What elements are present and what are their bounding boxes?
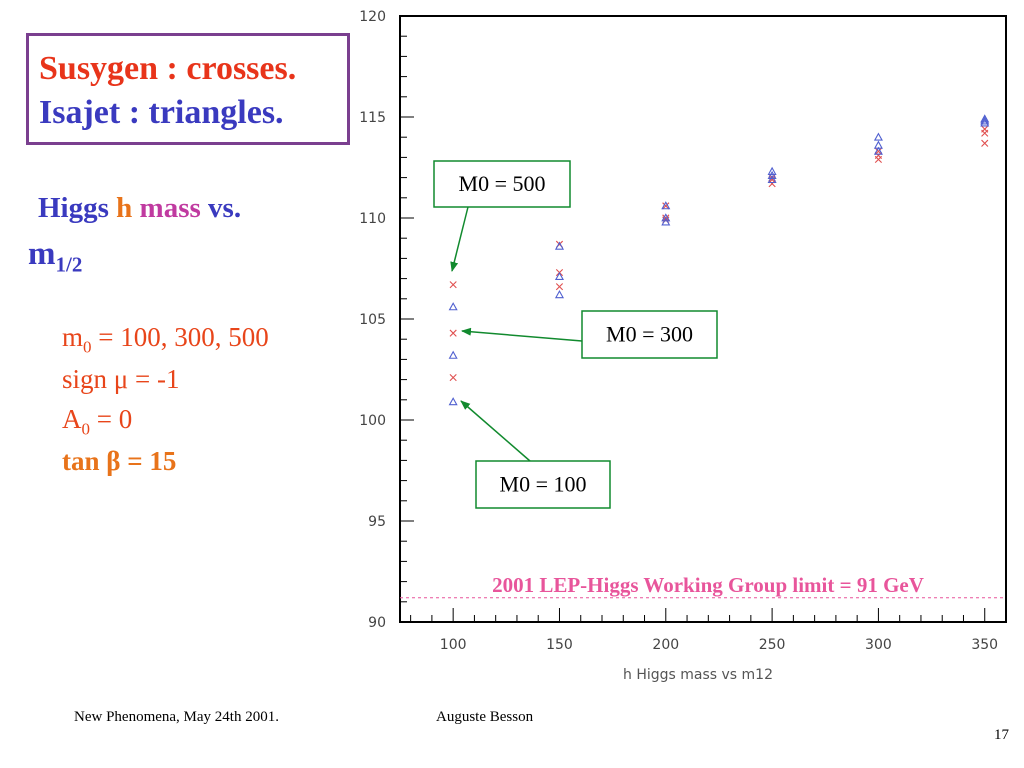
isajet-series xyxy=(448,114,990,406)
x-tick-label: 200 xyxy=(652,637,679,653)
x-tick-label: 350 xyxy=(971,637,998,653)
heading-mass: mass xyxy=(139,192,201,224)
callout-m0-500-label: M0 = 500 xyxy=(459,171,546,196)
isajet-triangle-point xyxy=(448,350,458,359)
x-tick-label: 250 xyxy=(759,637,786,653)
callout-m0-100-box xyxy=(475,460,611,509)
callout-m0-500-box xyxy=(433,160,571,208)
footer-author: Auguste Besson xyxy=(436,709,534,725)
isajet-triangle-point xyxy=(767,166,777,175)
susygen-cross-point xyxy=(981,129,989,137)
isajet-triangle-point xyxy=(980,118,990,127)
callout-m0-100-arrow xyxy=(460,400,531,462)
x-tick-label: 300 xyxy=(865,637,892,653)
callout-m0-500: M0 = 500 xyxy=(433,160,571,272)
x-axis-label: h Higgs mass vs m12 xyxy=(623,667,773,683)
susygen-cross-point xyxy=(449,281,457,289)
isajet-triangle-point xyxy=(767,170,777,180)
susygen-cross-point xyxy=(768,180,776,188)
legend-triangles-label: Isajet : triangles. xyxy=(39,94,284,131)
isajet-triangle-point xyxy=(554,290,565,299)
isajet-triangle-point xyxy=(767,174,777,184)
heading-m-sub: 1/2 xyxy=(55,252,83,277)
isajet-triangle-point xyxy=(554,241,565,250)
param-m0-value: = 100, 300, 500 xyxy=(91,322,269,352)
legend-crosses-label: Susygen : crosses. xyxy=(39,50,297,87)
isajet-triangle-point xyxy=(980,116,990,125)
callout-m0-100: M0 = 100 xyxy=(460,400,611,509)
heading-m: m xyxy=(28,236,56,272)
page-number: 17 xyxy=(994,727,1009,743)
legend-box: Susygen : crosses. Isajet : triangles. xyxy=(26,33,350,145)
heading-m12: m1/2 xyxy=(28,236,82,278)
susygen-cross-point xyxy=(981,139,989,147)
isajet-triangle-point xyxy=(873,132,883,141)
callout-m0-300-label: M0 = 300 xyxy=(606,322,693,347)
y-tick-label: 120 xyxy=(359,9,386,25)
footer-event: New Phenomena, May 24th 2001. xyxy=(74,709,279,725)
susygen-cross-point xyxy=(555,283,564,291)
callout-m0-300: M0 = 300 xyxy=(461,310,718,359)
param-m0-sub: 0 xyxy=(83,337,92,357)
y-tick-label: 115 xyxy=(359,110,386,126)
callout-m0-300-box xyxy=(581,310,718,359)
y-tick-label: 95 xyxy=(368,514,386,530)
param-a0-sub: 0 xyxy=(81,419,91,439)
isajet-triangle-point xyxy=(980,114,990,123)
susygen-cross-point xyxy=(449,373,457,382)
isajet-triangle-point xyxy=(554,271,565,281)
y-tick-label: 90 xyxy=(368,615,386,631)
isajet-triangle-point xyxy=(448,302,458,311)
x-tick-label: 100 xyxy=(440,637,467,653)
callout-m0-300-arrow xyxy=(461,327,583,342)
susygen-cross-point xyxy=(874,155,883,164)
isajet-triangle-point xyxy=(661,213,671,222)
lep-limit-label: 2001 LEP-Higgs Working Group limit = 91 … xyxy=(492,573,924,597)
isajet-triangle-point xyxy=(448,397,458,406)
x-tick-label: 150 xyxy=(546,637,573,653)
param-sign-mu: sign μ = -1 xyxy=(62,364,180,394)
callout-m0-500-arrow xyxy=(450,206,469,272)
isajet-triangle-point xyxy=(661,217,671,226)
plot-heading: Higgs h mass vs. xyxy=(38,192,241,225)
isajet-triangle-point xyxy=(661,201,671,210)
y-tick-label: 110 xyxy=(359,211,386,227)
param-m0: m0 = 100, 300, 500 xyxy=(62,322,269,357)
param-a0-base: A xyxy=(62,404,82,434)
heading-vs: vs. xyxy=(208,192,242,224)
heading-h: h xyxy=(116,192,133,224)
param-tan-beta: tan β = 15 xyxy=(62,446,177,476)
susygen-cross-point xyxy=(662,202,670,210)
y-tick-label: 100 xyxy=(359,413,386,429)
param-a0-value: = 0 xyxy=(90,404,133,434)
isajet-triangle-point xyxy=(873,146,883,155)
heading-higgs: Higgs xyxy=(38,192,109,224)
param-a0: A0 = 0 xyxy=(62,404,132,439)
param-m0-base: m xyxy=(62,322,84,352)
susygen-cross-point xyxy=(449,329,457,337)
callout-m0-100-label: M0 = 100 xyxy=(500,472,587,497)
y-tick-label: 105 xyxy=(359,312,386,328)
